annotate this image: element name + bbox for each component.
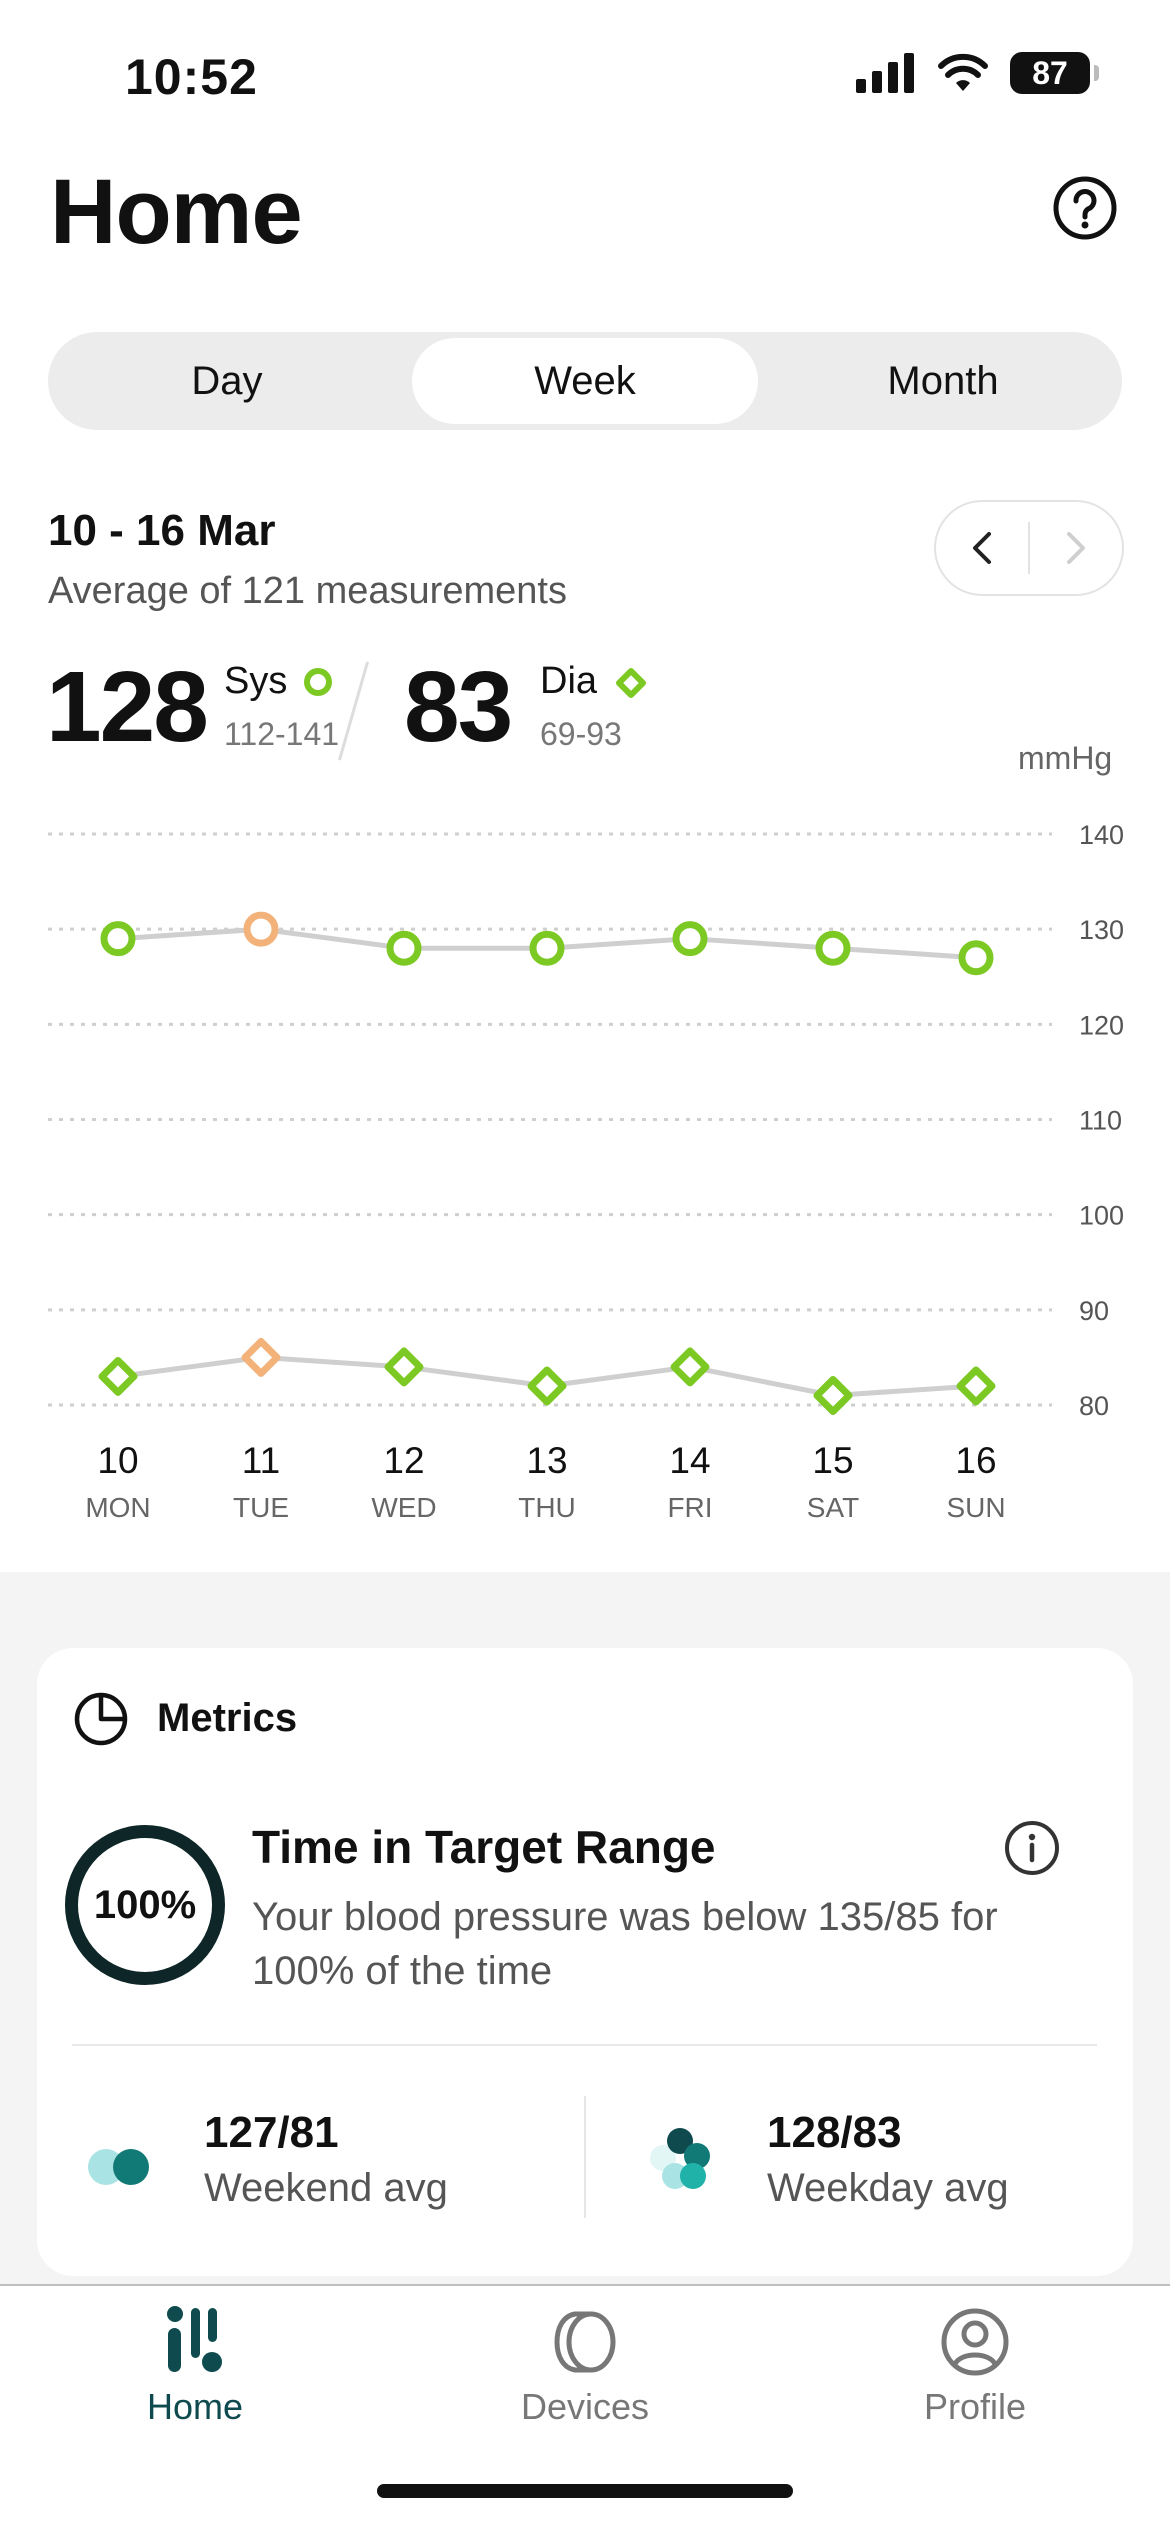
avg-divider [584,2096,586,2218]
value-separator [338,661,369,761]
previous-period-button[interactable] [936,502,1028,594]
next-period-button[interactable] [1030,502,1122,594]
y-tick-label: 110 [1079,1106,1122,1136]
dia-data-point[interactable] [670,1347,710,1387]
sys-data-point[interactable] [386,930,422,966]
metrics-card: Metrics 100% Time in Target Range Your b… [37,1648,1133,2276]
x-weekday-label: SAT [807,1492,859,1523]
page-title: Home [50,161,303,263]
x-day-label: 13 [526,1440,567,1481]
weekend-dots-icon [88,2149,149,2185]
diastolic-range: 69-93 [540,716,622,752]
dia-data-point[interactable] [527,1366,567,1406]
sys-data-point[interactable] [243,911,279,947]
blood-pressure-chart: 140 130 120 110 100 90 80 10 MON 11 TUE 12 WED 13 THU 1… [48,820,1124,1523]
target-range-title: Time in Target Range [252,1821,716,1873]
y-tick-label: 140 [1079,820,1124,850]
weekday-avg-value: 128/83 [767,2108,902,2157]
metrics-title: Metrics [157,1696,298,1740]
target-range-ring: 100% [65,1825,225,1985]
x-weekday-label: SUN [946,1492,1005,1523]
sys-data-point[interactable] [672,921,708,957]
chevron-left-icon [973,532,991,564]
y-tick-label: 130 [1079,915,1124,945]
weekend-avg-value: 127/81 [204,2108,339,2157]
battery-indicator: 87 [1010,52,1099,94]
tab-month[interactable]: Month [887,358,999,403]
x-weekday-label: WED [371,1492,436,1523]
y-tick-label: 120 [1079,1010,1124,1040]
diastolic-label: Dia [540,660,598,702]
y-tick-label: 90 [1079,1296,1109,1326]
weekend-avg-label: Weekend avg [204,2166,448,2210]
y-tick-label: 80 [1079,1391,1109,1421]
status-time: 10:52 [125,49,258,105]
systolic-value: 128 [46,651,209,763]
help-icon[interactable] [1052,175,1118,241]
x-day-label: 11 [242,1440,280,1481]
dia-data-point[interactable] [384,1347,424,1387]
x-weekday-label: FRI [667,1492,712,1523]
period-selector: Day Week Month [48,332,1122,430]
period-navigator [934,500,1124,596]
x-weekday-label: TUE [233,1492,289,1523]
target-range-description: Your blood pressure was below 135/85 for… [252,1895,998,1993]
x-day-label: 12 [383,1440,424,1481]
dia-data-point[interactable] [98,1356,138,1396]
info-icon[interactable] [1002,1818,1062,1878]
tab-day[interactable]: Day [191,358,263,403]
navigator-divider [1028,522,1030,574]
status-bar: 10:52 87 [0,0,1170,150]
tab-week[interactable]: Week [412,338,758,424]
weekday-dots-icon [650,2128,710,2189]
dia-data-point[interactable] [813,1375,853,1415]
target-range-percent: 100% [93,1882,197,1927]
x-day-label: 15 [812,1440,853,1481]
home-indicator [377,2484,793,2498]
profile-icon [941,2308,1009,2376]
x-weekday-label: THU [518,1492,576,1523]
systolic-label: Sys [224,660,288,702]
unit-label: mmHg [1018,740,1113,776]
tab-home[interactable]: Home [0,2286,390,2446]
date-range: 10 - 16 Mar [48,506,276,555]
sys-data-point[interactable] [958,940,994,976]
x-weekday-label: MON [85,1492,150,1523]
dia-data-point[interactable] [956,1366,996,1406]
sys-data-point[interactable] [100,921,136,957]
cellular-signal-icon [856,53,914,93]
pie-chart-icon [74,1692,128,1746]
x-day-label: 10 [97,1440,138,1481]
systolic-circle-icon [304,668,332,696]
tab-devices[interactable]: Devices [390,2286,780,2446]
tab-home-label: Home [146,2386,244,2427]
battery-level: 87 [1032,54,1068,91]
device-icon [554,2311,616,2373]
tab-profile-label: Profile [923,2386,1027,2427]
measurement-count: Average of 121 measurements [48,570,567,612]
y-tick-label: 100 [1079,1201,1124,1231]
diastolic-value: 83 [404,651,513,763]
systolic-range: 112-141 [224,716,340,752]
tab-profile[interactable]: Profile [780,2286,1170,2446]
home-bars-icon [167,2306,222,2372]
weekday-avg-label: Weekday avg [767,2166,1009,2210]
x-day-label: 14 [669,1440,710,1481]
metrics-divider [72,2044,1097,2046]
tab-devices-label: Devices [520,2386,650,2427]
diastolic-diamond-icon [616,668,646,698]
chevron-right-icon [1066,532,1085,564]
sys-data-point[interactable] [529,930,565,966]
x-day-label: 16 [955,1440,996,1481]
status-icons: 87 [856,52,1099,94]
sys-data-point[interactable] [815,930,851,966]
wifi-icon [938,53,988,91]
dia-data-point[interactable] [241,1337,281,1377]
